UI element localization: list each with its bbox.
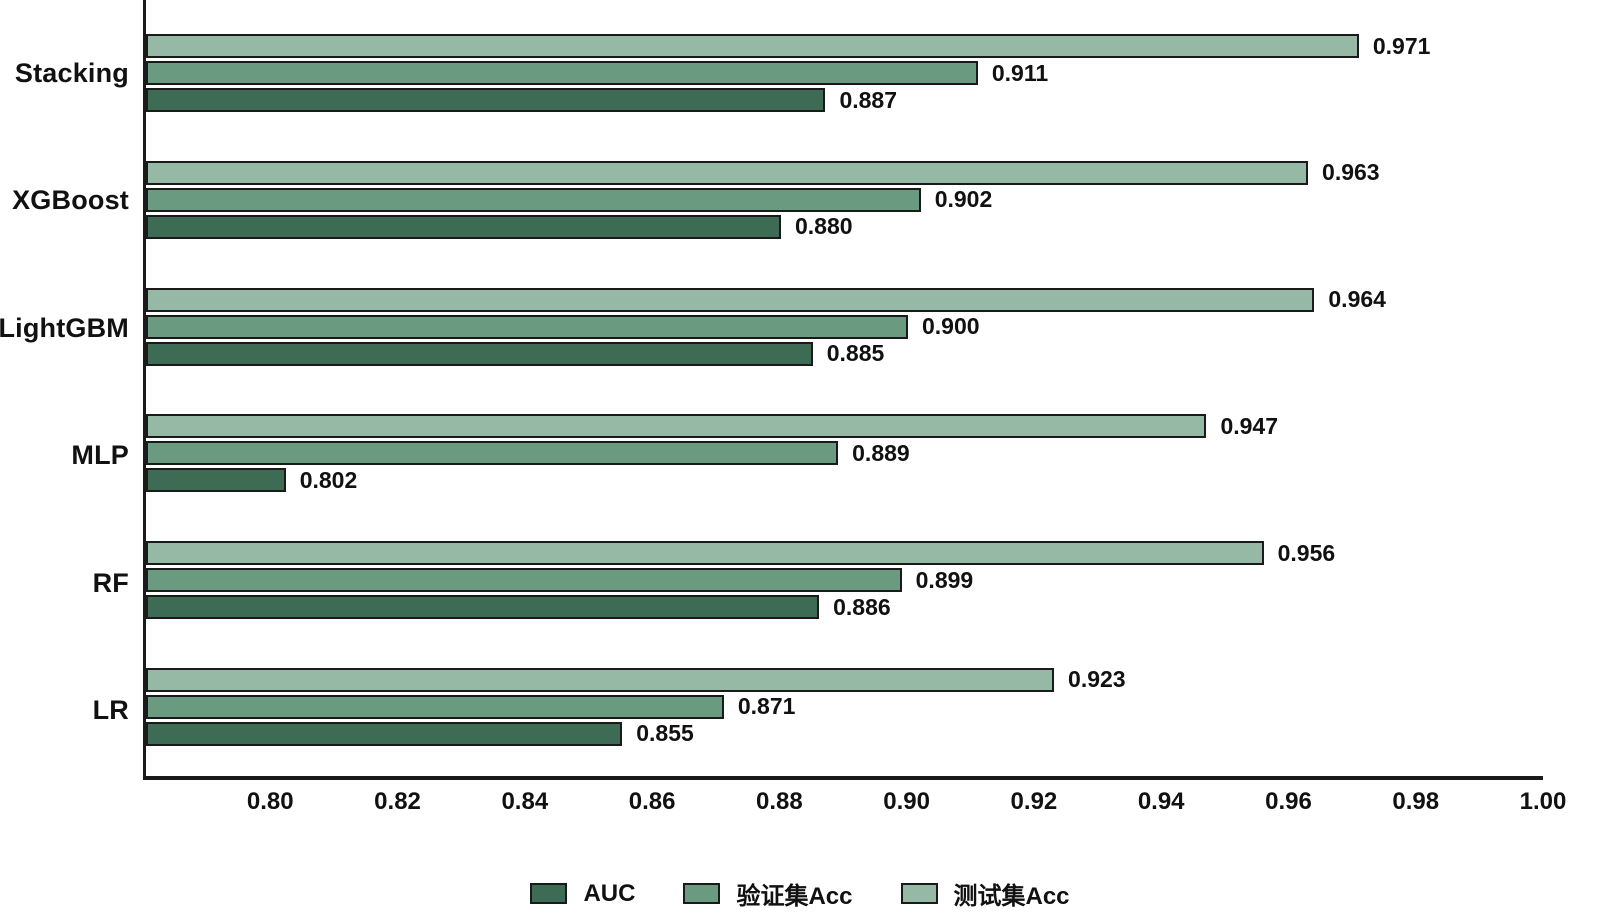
- bar-value-label: 0.887: [839, 86, 897, 113]
- bar-value-label: 0.964: [1328, 286, 1386, 313]
- x-tick-label: 0.94: [1137, 788, 1185, 815]
- bar-mlp-验证集Acc: [146, 441, 839, 466]
- bar-mlp-AUC: [146, 468, 286, 493]
- bar-group-lightgbm: 0.964 0.900 0.885: [146, 286, 1543, 367]
- bar-group-rf: 0.956 0.899 0.886: [146, 539, 1543, 620]
- bar-row: 0.899: [146, 566, 1543, 593]
- bar-row: 0.947: [146, 412, 1543, 439]
- x-tick-label: 0.82: [374, 788, 421, 815]
- bar-value-label: 0.971: [1372, 32, 1431, 59]
- bar-rf-验证集Acc: [146, 568, 902, 593]
- legend-item-auc: AUC: [530, 880, 635, 908]
- x-tick-label: 0.98: [1392, 788, 1440, 815]
- bar-value-label: 0.855: [636, 720, 694, 747]
- bar-xgboost-测试集Acc: [146, 160, 1309, 185]
- category-label-lightgbm: LightGBM: [0, 312, 129, 343]
- bar-value-label: 0.899: [915, 566, 974, 593]
- bar-row: 0.855: [146, 720, 1543, 747]
- legend-swatch-icon: [900, 883, 938, 904]
- bar-row: 0.885: [146, 340, 1543, 367]
- legend-label: AUC: [583, 879, 636, 907]
- bar-xgboost-验证集Acc: [146, 187, 921, 212]
- bar-value-label: 0.886: [833, 593, 891, 620]
- bar-group-mlp: 0.947 0.889 0.802: [146, 412, 1543, 493]
- x-tick-label: 1.00: [1519, 788, 1567, 815]
- bar-value-label: 0.923: [1068, 666, 1126, 693]
- bar-value-label: 0.963: [1322, 159, 1380, 186]
- category-label-rf: RF: [92, 567, 129, 598]
- category-label-mlp: MLP: [71, 440, 129, 471]
- bar-row: 0.889: [146, 439, 1543, 466]
- bar-row: 0.802: [146, 466, 1543, 493]
- bar-value-label: 0.885: [826, 340, 885, 367]
- chart-legend: AUC 验证集Acc 测试集Acc: [0, 876, 1600, 911]
- legend-label: 测试集Acc: [953, 883, 1070, 910]
- bar-lr-验证集Acc: [146, 694, 724, 719]
- bar-lightgbm-AUC: [146, 341, 813, 366]
- category-label-lr: LR: [92, 695, 129, 726]
- bar-row: 0.956: [146, 539, 1543, 566]
- bar-lightgbm-验证集Acc: [146, 314, 908, 339]
- x-tick-label: 0.96: [1265, 788, 1312, 815]
- bar-value-label: 0.880: [795, 213, 853, 240]
- y-axis-category-labels: Stacking XGBoost LightGBM MLP RF LR: [0, 0, 143, 780]
- bar-row: 0.880: [146, 213, 1543, 240]
- bar-stacking-测试集Acc: [146, 34, 1359, 58]
- category-label-stacking: Stacking: [14, 57, 129, 88]
- legend-swatch-icon: [683, 883, 721, 904]
- bar-row: 0.886: [146, 593, 1543, 620]
- x-tick-label: 0.84: [501, 788, 549, 815]
- bar-lr-AUC: [146, 721, 623, 746]
- x-tick-label: 0.86: [628, 788, 676, 815]
- bar-lightgbm-测试集Acc: [146, 287, 1315, 312]
- bar-value-label: 0.889: [852, 439, 910, 466]
- bar-mlp-测试集Acc: [146, 414, 1207, 439]
- bar-value-label: 0.947: [1220, 412, 1278, 439]
- bar-stacking-AUC: [146, 88, 826, 112]
- bar-group-lr: 0.923 0.871 0.855: [146, 666, 1543, 747]
- bar-group-xgboost: 0.963 0.902 0.880: [146, 159, 1543, 240]
- legend-swatch-icon: [530, 883, 568, 904]
- category-label-xgboost: XGBoost: [12, 185, 129, 216]
- bar-rf-AUC: [146, 595, 820, 620]
- x-tick-label: 0.90: [883, 788, 930, 815]
- legend-item-validation-acc: 验证集Acc: [683, 876, 853, 911]
- bar-group-stacking: 0.971 0.911 0.887: [146, 32, 1543, 113]
- bar-row: 0.871: [146, 693, 1543, 720]
- x-tick-label: 0.80: [246, 788, 294, 815]
- x-tick-label: 0.92: [1010, 788, 1058, 815]
- bar-row: 0.900: [146, 313, 1543, 340]
- x-tick-label: 0.88: [756, 788, 803, 815]
- bar-value-label: 0.900: [922, 313, 980, 340]
- bar-rf-测试集Acc: [146, 541, 1264, 566]
- bar-xgboost-AUC: [146, 214, 781, 239]
- bar-row: 0.911: [146, 59, 1543, 86]
- bar-value-label: 0.911: [991, 59, 1049, 86]
- bar-row: 0.902: [146, 186, 1543, 213]
- bar-row: 0.971: [146, 32, 1543, 59]
- legend-label: 验证集Acc: [736, 883, 853, 910]
- bar-value-label: 0.802: [299, 466, 358, 493]
- chart-body: Stacking XGBoost LightGBM MLP RF LR 0.971 0.91…: [0, 0, 1543, 780]
- x-axis-ticks: 0.80 0.82 0.84 0.86 0.88 0.90 0.92 0.94 0.96 0.98…: [143, 780, 1566, 824]
- bar-row: 0.964: [146, 286, 1543, 313]
- bar-row: 0.887: [146, 86, 1543, 113]
- bar-value-label: 0.956: [1277, 539, 1336, 566]
- bar-value-label: 0.871: [737, 693, 796, 720]
- legend-item-test-acc: 测试集Acc: [900, 876, 1070, 911]
- bar-stacking-验证集Acc: [146, 61, 978, 85]
- plot-area: 0.971 0.911 0.887 0.963 0.902 0.880 0.964 0.900…: [143, 0, 1543, 780]
- bar-row: 0.963: [146, 159, 1543, 186]
- bar-lr-测试集Acc: [146, 667, 1055, 692]
- bar-value-label: 0.902: [934, 186, 993, 213]
- bar-row: 0.923: [146, 666, 1543, 693]
